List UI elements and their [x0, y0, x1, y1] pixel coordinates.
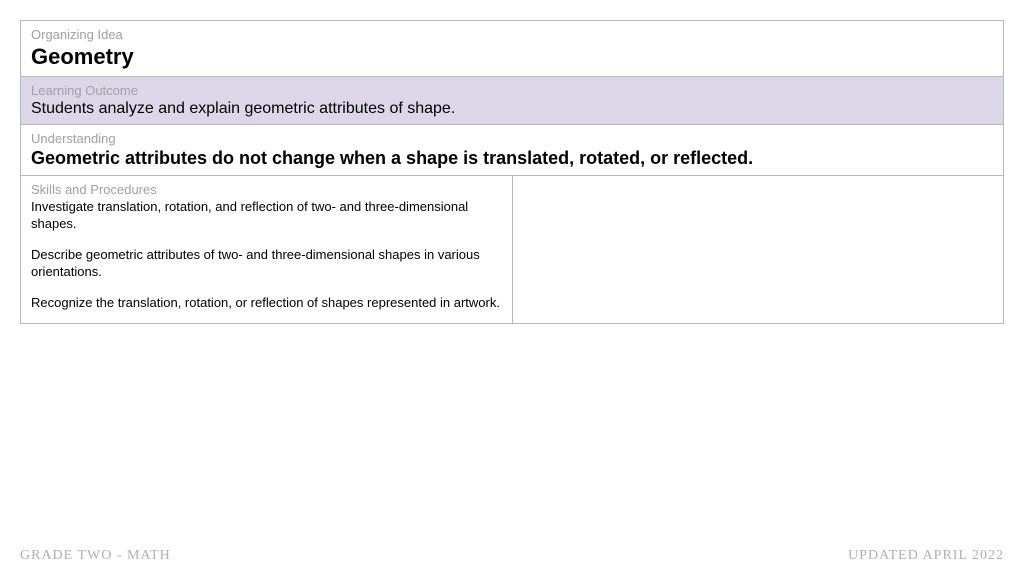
- learning-outcome-label: Learning Outcome: [31, 83, 993, 98]
- organizing-idea-value: Geometry: [31, 44, 993, 70]
- skills-label: Skills and Procedures: [31, 182, 502, 197]
- understanding-row: Understanding Geometric attributes do no…: [21, 125, 1004, 176]
- understanding-label: Understanding: [31, 131, 993, 146]
- skills-cell-right: [512, 176, 1004, 324]
- footer-grade: GRADE TWO - MATH: [20, 548, 171, 564]
- learning-outcome-row: Learning Outcome Students analyze and ex…: [21, 77, 1004, 125]
- footer: GRADE TWO - MATH UPDATED APRIL 2022: [20, 548, 1004, 564]
- organizing-idea-label: Organizing Idea: [31, 27, 993, 42]
- learning-outcome-value: Students analyze and explain geometric a…: [31, 100, 993, 118]
- skills-item: Recognize the translation, rotation, or …: [31, 295, 502, 312]
- understanding-value: Geometric attributes do not change when …: [31, 148, 993, 169]
- footer-updated: UPDATED APRIL 2022: [848, 548, 1004, 564]
- skills-cell-left: Skills and Procedures Investigate transl…: [21, 176, 513, 324]
- skills-row: Skills and Procedures Investigate transl…: [21, 176, 1004, 324]
- skills-item: Investigate translation, rotation, and r…: [31, 199, 502, 233]
- organizing-idea-row: Organizing Idea Geometry: [21, 21, 1004, 77]
- skills-item: Describe geometric attributes of two- an…: [31, 247, 502, 281]
- curriculum-table: Organizing Idea Geometry Learning Outcom…: [20, 20, 1004, 324]
